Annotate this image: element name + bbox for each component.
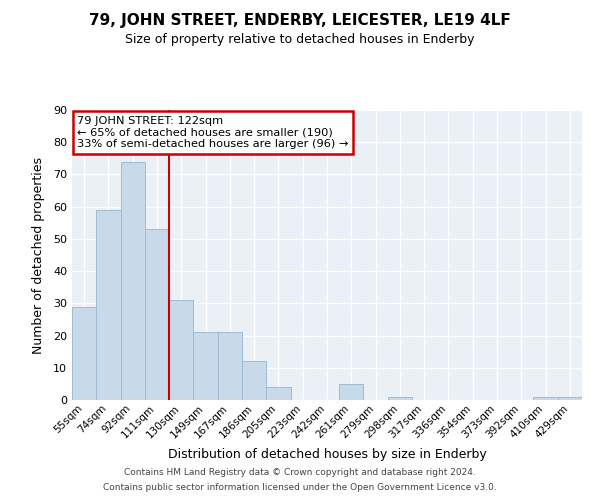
Bar xyxy=(339,384,364,400)
Text: Contains public sector information licensed under the Open Government Licence v3: Contains public sector information licen… xyxy=(103,483,497,492)
Text: 79 JOHN STREET: 122sqm
← 65% of detached houses are smaller (190)
33% of semi-de: 79 JOHN STREET: 122sqm ← 65% of detached… xyxy=(77,116,349,149)
Bar xyxy=(266,387,290,400)
Bar xyxy=(193,332,218,400)
Y-axis label: Number of detached properties: Number of detached properties xyxy=(32,156,44,354)
Text: 79, JOHN STREET, ENDERBY, LEICESTER, LE19 4LF: 79, JOHN STREET, ENDERBY, LEICESTER, LE1… xyxy=(89,12,511,28)
Bar xyxy=(388,397,412,400)
Bar xyxy=(242,362,266,400)
Text: Size of property relative to detached houses in Enderby: Size of property relative to detached ho… xyxy=(125,32,475,46)
Bar xyxy=(558,397,582,400)
Bar xyxy=(96,210,121,400)
X-axis label: Distribution of detached houses by size in Enderby: Distribution of detached houses by size … xyxy=(167,448,487,461)
Text: Contains HM Land Registry data © Crown copyright and database right 2024.: Contains HM Land Registry data © Crown c… xyxy=(124,468,476,477)
Bar xyxy=(121,162,145,400)
Bar xyxy=(533,397,558,400)
Bar xyxy=(169,300,193,400)
Bar xyxy=(145,229,169,400)
Bar xyxy=(218,332,242,400)
Bar xyxy=(72,306,96,400)
